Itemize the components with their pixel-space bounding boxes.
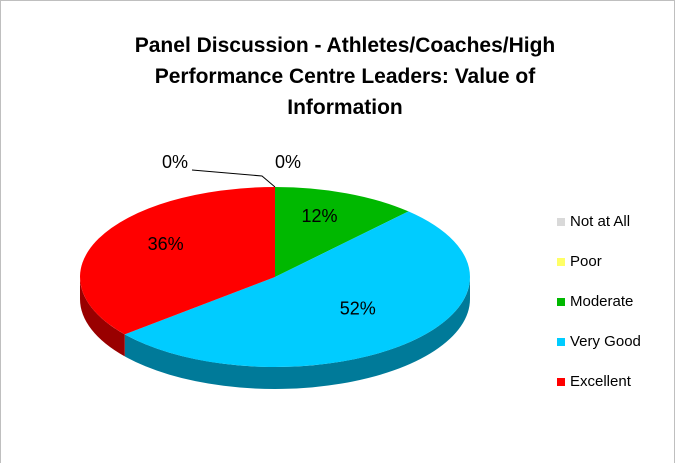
slice-side (124, 277, 471, 389)
legend-swatch (557, 218, 565, 226)
legend-label: Poor (570, 253, 602, 270)
data-label: 36% (148, 234, 184, 254)
legend-label: Not at All (570, 213, 630, 230)
leader-line (191, 169, 276, 188)
legend-swatch (557, 258, 565, 266)
chart-title: Panel Discussion - Athletes/Coaches/High… (134, 34, 556, 119)
slice-side (80, 277, 125, 357)
legend-label: Excellent (570, 373, 632, 390)
data-label: 12% (301, 206, 337, 226)
legend-label: Moderate (570, 293, 633, 310)
legend-swatch (557, 378, 565, 386)
legend-label: Very Good (570, 333, 641, 350)
data-label: 0% (162, 152, 188, 172)
slice (124, 211, 471, 367)
legend-swatch (557, 298, 565, 306)
slice (80, 187, 275, 335)
data-label: 52% (340, 298, 376, 318)
legend-swatch (557, 338, 565, 346)
data-label: 0% (275, 152, 301, 172)
slice (275, 187, 409, 277)
